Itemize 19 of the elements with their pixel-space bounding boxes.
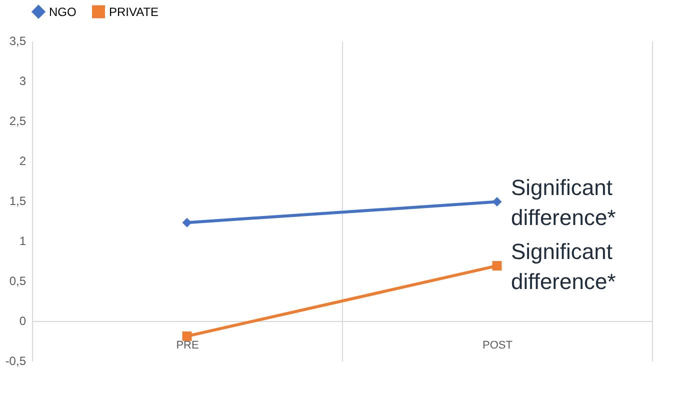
y-tick-label: 0,5 xyxy=(9,274,26,288)
y-tick-label: 2,5 xyxy=(9,114,26,128)
y-tick-label: 1 xyxy=(19,234,26,248)
y-tick-label: -0,5 xyxy=(5,354,26,368)
y-tick-label: 2 xyxy=(19,154,26,168)
point xyxy=(182,331,192,341)
x-tick-label: POST xyxy=(482,340,513,352)
point xyxy=(182,218,192,228)
legend-label: NGO xyxy=(49,4,76,19)
y-tick-label: 0 xyxy=(19,314,26,328)
annotation: Significant difference* xyxy=(511,238,616,294)
legend-label: PRIVATE xyxy=(109,4,159,19)
x-tick-label: PRE xyxy=(176,340,199,352)
point xyxy=(492,261,502,271)
y-tick-label: 3,5 xyxy=(9,34,26,48)
annotation: Significant difference* xyxy=(511,174,616,230)
y-tick-label: 1,5 xyxy=(9,194,26,208)
point xyxy=(492,197,502,207)
y-tick-label: 3 xyxy=(19,74,26,88)
